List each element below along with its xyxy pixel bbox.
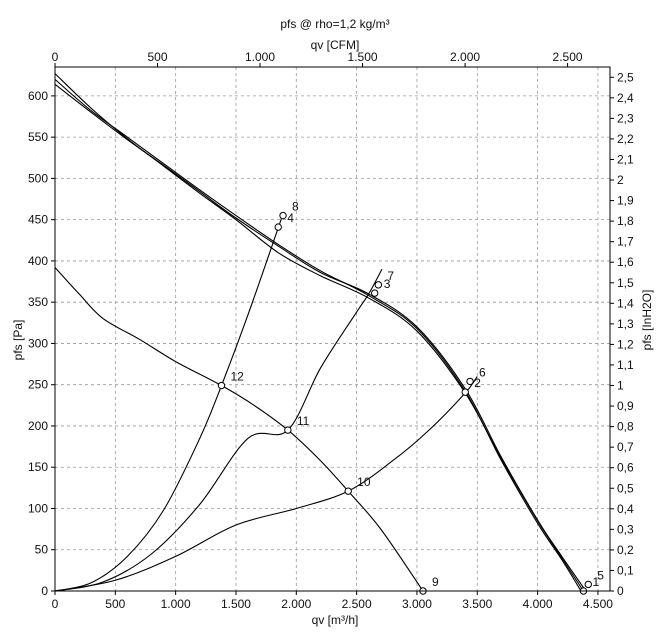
y2-tick-label: 2,4 bbox=[617, 91, 634, 105]
operating-point-marker bbox=[217, 381, 226, 390]
x2-tick-label: 2.500 bbox=[553, 50, 583, 64]
series-curve bbox=[54, 73, 584, 592]
top-axis-title: qv [CFM] bbox=[311, 38, 360, 52]
curves bbox=[54, 73, 587, 592]
x-tick-label: 4.000 bbox=[523, 597, 553, 611]
x2-tick-label: 0 bbox=[52, 50, 59, 64]
operating-point-label: 11 bbox=[297, 414, 310, 428]
y2-tick-label: 0,4 bbox=[617, 502, 634, 516]
y-tick-label: 200 bbox=[28, 419, 48, 433]
chart-title: pfs @ rho=1,2 kg/m³ bbox=[280, 17, 389, 31]
y2-tick-label: 1,5 bbox=[617, 276, 634, 290]
series-curve bbox=[54, 212, 284, 592]
operating-point-label: 9 bbox=[432, 575, 439, 589]
operating-point-label: 10 bbox=[357, 475, 371, 489]
y2-tick-label: 0,1 bbox=[617, 563, 634, 577]
y2-tick-label: 1,7 bbox=[617, 235, 634, 249]
y-tick-label: 100 bbox=[28, 501, 48, 515]
y2-tick-label: 1,3 bbox=[617, 317, 634, 331]
series-curve bbox=[54, 267, 424, 592]
y2-tick-label: 1,9 bbox=[617, 194, 634, 208]
operating-point-marker bbox=[344, 487, 352, 495]
x-tick-label: 1.500 bbox=[221, 597, 251, 611]
y2-tick-label: 0,6 bbox=[617, 461, 634, 475]
y2-tick-label: 2 bbox=[617, 173, 624, 187]
right-axis-title: pfs [InH2O] bbox=[640, 290, 654, 351]
operating-point-label: 8 bbox=[292, 200, 299, 214]
y2-tick-label: 2,1 bbox=[617, 152, 634, 166]
y-tick-label: 250 bbox=[28, 378, 48, 392]
operating-point-label: 7 bbox=[387, 269, 394, 283]
x2-tick-label: 1.500 bbox=[348, 50, 378, 64]
operating-point-label: 2 bbox=[474, 376, 481, 390]
x-tick-label: 500 bbox=[105, 597, 125, 611]
x-tick-label: 3.000 bbox=[402, 597, 432, 611]
y2-tick-label: 0,9 bbox=[617, 399, 634, 413]
x-tick-label: 1.000 bbox=[161, 597, 191, 611]
y-tick-label: 150 bbox=[28, 460, 48, 474]
operating-point-marker bbox=[279, 211, 287, 220]
y-tick-label: 350 bbox=[28, 295, 48, 309]
y2-tick-label: 2,5 bbox=[617, 70, 634, 84]
x-tick-label: 4.500 bbox=[583, 597, 613, 611]
operating-point-marker bbox=[284, 426, 292, 434]
y2-tick-label: 1,4 bbox=[617, 296, 634, 310]
operating-point-label: 12 bbox=[231, 370, 245, 384]
y2-tick-label: 1,1 bbox=[617, 358, 634, 372]
x-tick-label: 0 bbox=[52, 597, 59, 611]
y2-tick-label: 2,2 bbox=[617, 132, 634, 146]
y2-tick-label: 2,3 bbox=[617, 111, 634, 125]
x-tick-label: 3.500 bbox=[462, 597, 492, 611]
grid bbox=[55, 67, 610, 591]
y2-tick-label: 0,5 bbox=[617, 481, 634, 495]
x2-tick-label: 2.000 bbox=[450, 50, 480, 64]
x-tick-label: 2.500 bbox=[342, 597, 372, 611]
y2-tick-label: 0,7 bbox=[617, 440, 634, 454]
x2-tick-label: 1.000 bbox=[245, 50, 275, 64]
operating-point-label: 3 bbox=[384, 277, 391, 291]
operating-point-label: 4 bbox=[287, 211, 294, 225]
operating-point-marker bbox=[461, 388, 469, 396]
y-tick-label: 50 bbox=[35, 543, 49, 557]
y-tick-label: 0 bbox=[41, 584, 48, 598]
series-curve bbox=[54, 78, 582, 592]
operating-points: 48 37 26 15 12 11 10 9 bbox=[217, 200, 604, 595]
x-tick-label: 2.000 bbox=[281, 597, 311, 611]
series-curve bbox=[54, 83, 587, 592]
y2-tick-label: 0,3 bbox=[617, 522, 634, 536]
y2-tick-label: 0 bbox=[617, 584, 624, 598]
plot-frame bbox=[54, 66, 611, 592]
tick-labels: 0 500 1.000 1.500 2.000 2.500 3.000 3.500 4.000 4… bbox=[28, 50, 634, 611]
y2-tick-label: 0,8 bbox=[617, 420, 634, 434]
operating-point-label: 5 bbox=[597, 568, 604, 582]
operating-point-marker bbox=[374, 281, 383, 289]
y-tick-label: 500 bbox=[28, 171, 48, 185]
operating-point-label: 6 bbox=[479, 365, 486, 379]
y-tick-label: 300 bbox=[28, 336, 48, 350]
y2-tick-label: 1,8 bbox=[617, 214, 634, 228]
series-curve bbox=[54, 268, 383, 592]
y2-tick-label: 1,2 bbox=[617, 337, 634, 351]
operating-point-label: 1 bbox=[592, 575, 599, 589]
series-curve bbox=[54, 376, 478, 592]
y-tick-label: 450 bbox=[28, 213, 48, 227]
y2-tick-label: 1 bbox=[617, 379, 624, 393]
left-axis-title: pfs [Pa] bbox=[11, 320, 25, 361]
operating-point-marker bbox=[466, 377, 474, 386]
operating-point-marker bbox=[274, 223, 282, 231]
x2-tick-label: 500 bbox=[147, 50, 167, 64]
y-tick-label: 550 bbox=[28, 130, 48, 144]
bottom-axis-title: qv [m³/h] bbox=[312, 613, 359, 627]
y2-tick-label: 0,2 bbox=[617, 543, 634, 557]
operating-point-marker bbox=[584, 580, 592, 589]
y-tick-label: 400 bbox=[28, 254, 48, 268]
y2-tick-label: 1,6 bbox=[617, 255, 634, 269]
operating-point-marker bbox=[371, 289, 379, 297]
y-tick-label: 600 bbox=[28, 89, 48, 103]
